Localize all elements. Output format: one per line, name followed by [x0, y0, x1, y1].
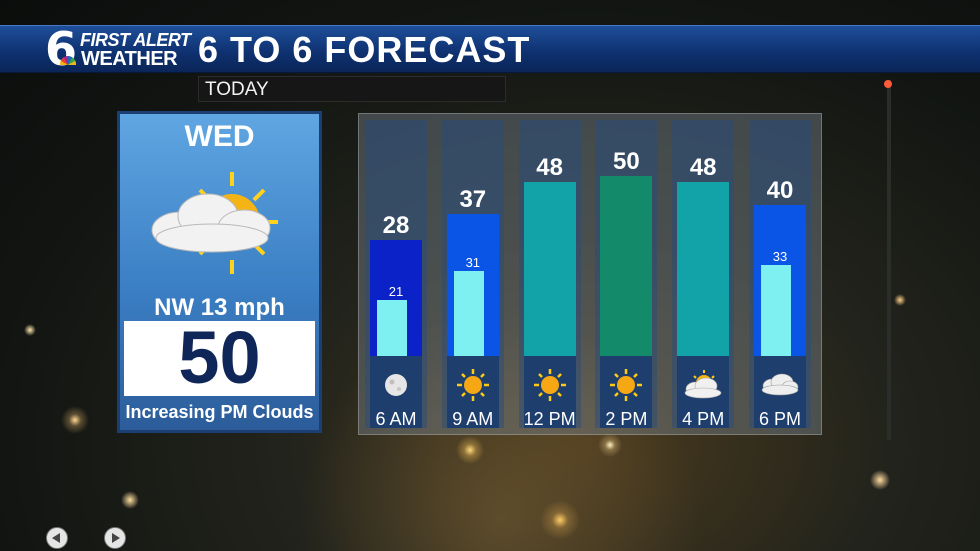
day-name: WED	[184, 120, 255, 153]
high-temp-label: 28	[382, 211, 410, 239]
chart-column: 37 31 9 AM	[441, 120, 504, 429]
condition-text: Increasing PM Clouds	[125, 402, 314, 422]
high-temp-bar	[677, 181, 730, 356]
low-temp-bar	[453, 271, 484, 356]
high-temp-bar	[523, 181, 576, 356]
header-bar: 6 FIRST ALERT WEATHER 6 TO 6 FORECAST	[0, 25, 980, 73]
day-panel: WED NW 13 mph 50 Increasing PM Clouds	[117, 111, 322, 433]
sun-icon	[452, 368, 494, 402]
sun-icon	[605, 368, 647, 402]
high-temp-label: 37	[459, 185, 487, 213]
chart-column: 50 2 PM	[595, 120, 658, 429]
wind-text: NW 13 mph	[154, 294, 285, 321]
hourly-temp-chart: 28 21 6 AM 37 31 9 AM 48 12 PM 50 2 PM 48 4 PM 40 33 6…	[358, 113, 822, 435]
time-label: 6 PM	[758, 409, 801, 429]
time-label: 2 PM	[605, 409, 648, 429]
high-temp-label: 48	[689, 153, 717, 181]
logo-weather: WEATHER	[81, 48, 178, 70]
moon-icon	[375, 368, 417, 402]
high-temp-box: 50	[124, 316, 315, 399]
chart-column: 40 33 6 PM	[749, 120, 811, 429]
time-label: 9 AM	[452, 409, 494, 429]
next-arrow-icon[interactable]	[104, 527, 126, 549]
chart-column: 48 12 PM	[518, 120, 581, 429]
high-temp-label: 50	[613, 148, 640, 175]
low-temp-label: 33	[772, 249, 788, 265]
today-bar: TODAY	[198, 76, 506, 102]
high-temp-label: 40	[766, 177, 794, 204]
logo-first-alert: FIRST ALERT	[80, 30, 191, 50]
sun-behind-cloud-icon	[151, 172, 278, 274]
peacock-icon	[60, 56, 76, 65]
radio-tower	[880, 80, 898, 440]
low-temp-bar	[377, 300, 407, 356]
time-label: 12 PM	[523, 409, 576, 429]
low-temp-label: 21	[388, 284, 404, 300]
low-temp-bar	[761, 265, 791, 356]
page-title: 6 TO 6 FORECAST	[198, 29, 531, 70]
sun-behind-cloud-icon	[682, 368, 724, 402]
cloud-icon	[759, 368, 801, 402]
previous-arrow-icon[interactable]	[46, 527, 68, 549]
high-temp: 50	[178, 316, 261, 399]
today-label: TODAY	[205, 79, 269, 100]
high-temp-bar	[600, 176, 653, 356]
chart-column: 28 21 6 AM	[365, 120, 427, 429]
time-label: 4 PM	[682, 409, 725, 429]
high-temp-label: 48	[536, 153, 563, 181]
sun-icon	[529, 368, 571, 402]
time-label: 6 AM	[375, 409, 417, 429]
chart-column: 48 4 PM	[672, 120, 735, 429]
low-temp-label: 31	[465, 255, 481, 271]
tower-light	[884, 80, 892, 88]
